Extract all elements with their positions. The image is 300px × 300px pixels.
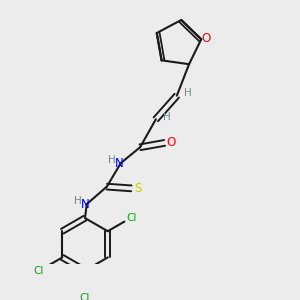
Text: H: H: [108, 154, 116, 164]
Text: Cl: Cl: [80, 293, 90, 300]
Text: O: O: [202, 32, 211, 45]
Text: Cl: Cl: [126, 213, 136, 223]
Text: N: N: [115, 157, 124, 169]
Text: S: S: [134, 182, 141, 195]
Text: H: H: [163, 112, 171, 122]
Text: N: N: [81, 198, 89, 211]
Text: H: H: [184, 88, 192, 98]
Text: H: H: [74, 196, 82, 206]
Text: Cl: Cl: [34, 266, 44, 276]
Text: O: O: [166, 136, 175, 148]
